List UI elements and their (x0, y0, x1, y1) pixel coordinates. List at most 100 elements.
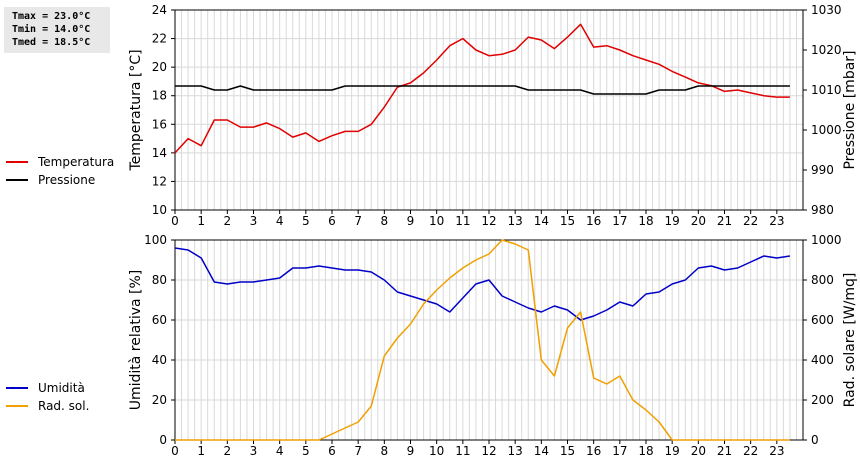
legend-item-umidita: Umidità (6, 379, 89, 397)
x-tick-label: 7 (354, 214, 362, 228)
x-tick-label: 19 (665, 214, 680, 228)
y-tick-label: 10 (152, 203, 167, 217)
x-tick-label: 10 (429, 444, 444, 458)
x-tick-label: 19 (665, 444, 680, 458)
x-tick-label: 14 (534, 214, 549, 228)
legend-swatch (6, 161, 28, 163)
x-tick-label: 11 (455, 444, 470, 458)
x-tick-label: 20 (691, 214, 706, 228)
legend-item-temperatura: Temperatura (6, 153, 114, 171)
y-tick-label: 24 (152, 3, 167, 17)
legend-label: Temperatura (38, 155, 115, 169)
chart-panel-1: 0 1 2 3 4 5 6 7 8 9 10 11 12 13 14 15 16 17 18 19 20 21 22 2302… (128, 233, 858, 458)
x-tick-label: 22 (743, 214, 758, 228)
y-tick-label: 20 (152, 60, 167, 74)
x-tick-label: 0 (171, 214, 179, 228)
x-tick-label: 2 (224, 444, 232, 458)
legend-swatch (6, 179, 28, 181)
series-line-rad-sol- (175, 239, 790, 441)
y-tick-label: 18 (152, 89, 167, 103)
x-tick-label: 15 (560, 214, 575, 228)
y2-tick-label: 1020 (811, 43, 842, 57)
legend-swatch (6, 387, 28, 389)
y-tick-label: 100 (144, 233, 167, 247)
y2-axis-label: Rad. solare [W/mq] (842, 273, 858, 408)
x-tick-label: 3 (250, 214, 258, 228)
y2-tick-label: 600 (811, 313, 834, 327)
series-line-umidit- (174, 247, 791, 321)
y2-tick-label: 990 (811, 163, 834, 177)
legend-item-rad-sol: Rad. sol. (6, 397, 89, 415)
x-tick-label: 3 (250, 444, 258, 458)
x-tick-label: 18 (638, 444, 653, 458)
x-tick-label: 12 (481, 444, 496, 458)
x-tick-label: 0 (171, 444, 179, 458)
x-tick-label: 23 (769, 444, 784, 458)
y2-tick-label: 800 (811, 273, 834, 287)
y2-tick-label: 980 (811, 203, 834, 217)
y2-tick-label: 1030 (811, 3, 842, 17)
x-tick-label: 1 (197, 444, 205, 458)
x-tick-label: 5 (302, 444, 310, 458)
tmed-label: Tmed = 18.5°C (12, 37, 91, 48)
tmax-label: Tmax = 23.0°C (12, 11, 91, 22)
y-tick-label: 22 (152, 32, 167, 46)
x-tick-label: 8 (381, 444, 389, 458)
y-axis-label: Umidità relativa [%] (128, 270, 144, 411)
x-tick-label: 17 (612, 214, 627, 228)
x-tick-label: 21 (717, 214, 732, 228)
legend-swatch (6, 405, 28, 407)
x-tick-label: 16 (586, 214, 601, 228)
x-tick-label: 10 (429, 214, 444, 228)
legend-label: Rad. sol. (38, 399, 90, 413)
x-tick-label: 6 (328, 214, 336, 228)
x-tick-label: 14 (534, 444, 549, 458)
legend-label: Umidità (38, 381, 85, 395)
x-tick-label: 20 (691, 444, 706, 458)
y2-axis-label: Pressione [mbar] (842, 50, 858, 169)
series-line-pressione (175, 85, 790, 95)
x-tick-label: 23 (769, 214, 784, 228)
y2-tick-label: 1000 (811, 123, 842, 137)
x-tick-label: 9 (407, 214, 415, 228)
y-tick-label: 40 (152, 353, 167, 367)
x-tick-label: 13 (508, 214, 523, 228)
y2-tick-label: 1010 (811, 83, 842, 97)
x-tick-label: 8 (381, 214, 389, 228)
y2-tick-label: 0 (811, 433, 819, 447)
x-tick-label: 12 (481, 214, 496, 228)
tmin-label: Tmin = 14.0°C (12, 24, 91, 35)
y2-tick-label: 400 (811, 353, 834, 367)
y-axis-label: Temperatura [°C] (128, 49, 144, 171)
y-tick-label: 20 (152, 393, 167, 407)
y2-tick-label: 1000 (811, 233, 842, 247)
y-tick-label: 60 (152, 313, 167, 327)
x-tick-label: 22 (743, 444, 758, 458)
series-line-temperatura (174, 23, 790, 154)
x-tick-label: 4 (276, 214, 284, 228)
x-tick-label: 1 (197, 214, 205, 228)
y2-tick-label: 200 (811, 393, 834, 407)
x-tick-label: 4 (276, 444, 284, 458)
x-tick-label: 17 (612, 444, 627, 458)
chart-panel-0: 0 1 2 3 4 5 6 7 8 9 10 11 12 13 14 15 16 17 18 19 20 21 22 2310… (128, 3, 858, 228)
x-tick-label: 13 (508, 444, 523, 458)
y-tick-label: 0 (159, 433, 167, 447)
legend-item-pressione: Pressione (6, 171, 114, 189)
legend-top: Temperatura Pressione (6, 153, 114, 189)
x-tick-label: 9 (407, 444, 415, 458)
x-tick-label: 6 (328, 444, 336, 458)
y-tick-label: 14 (152, 146, 167, 160)
x-tick-label: 15 (560, 444, 575, 458)
y-tick-label: 80 (152, 273, 167, 287)
x-tick-label: 11 (455, 214, 470, 228)
x-tick-label: 2 (224, 214, 232, 228)
legend-bottom: Umidità Rad. sol. (6, 379, 89, 415)
x-tick-label: 5 (302, 214, 310, 228)
y-tick-label: 16 (152, 117, 167, 131)
legend-label: Pressione (38, 173, 96, 187)
x-tick-label: 18 (638, 214, 653, 228)
x-tick-label: 21 (717, 444, 732, 458)
stats-box: Tmax = 23.0°C Tmin = 14.0°C Tmed = 18.5°… (4, 7, 110, 53)
